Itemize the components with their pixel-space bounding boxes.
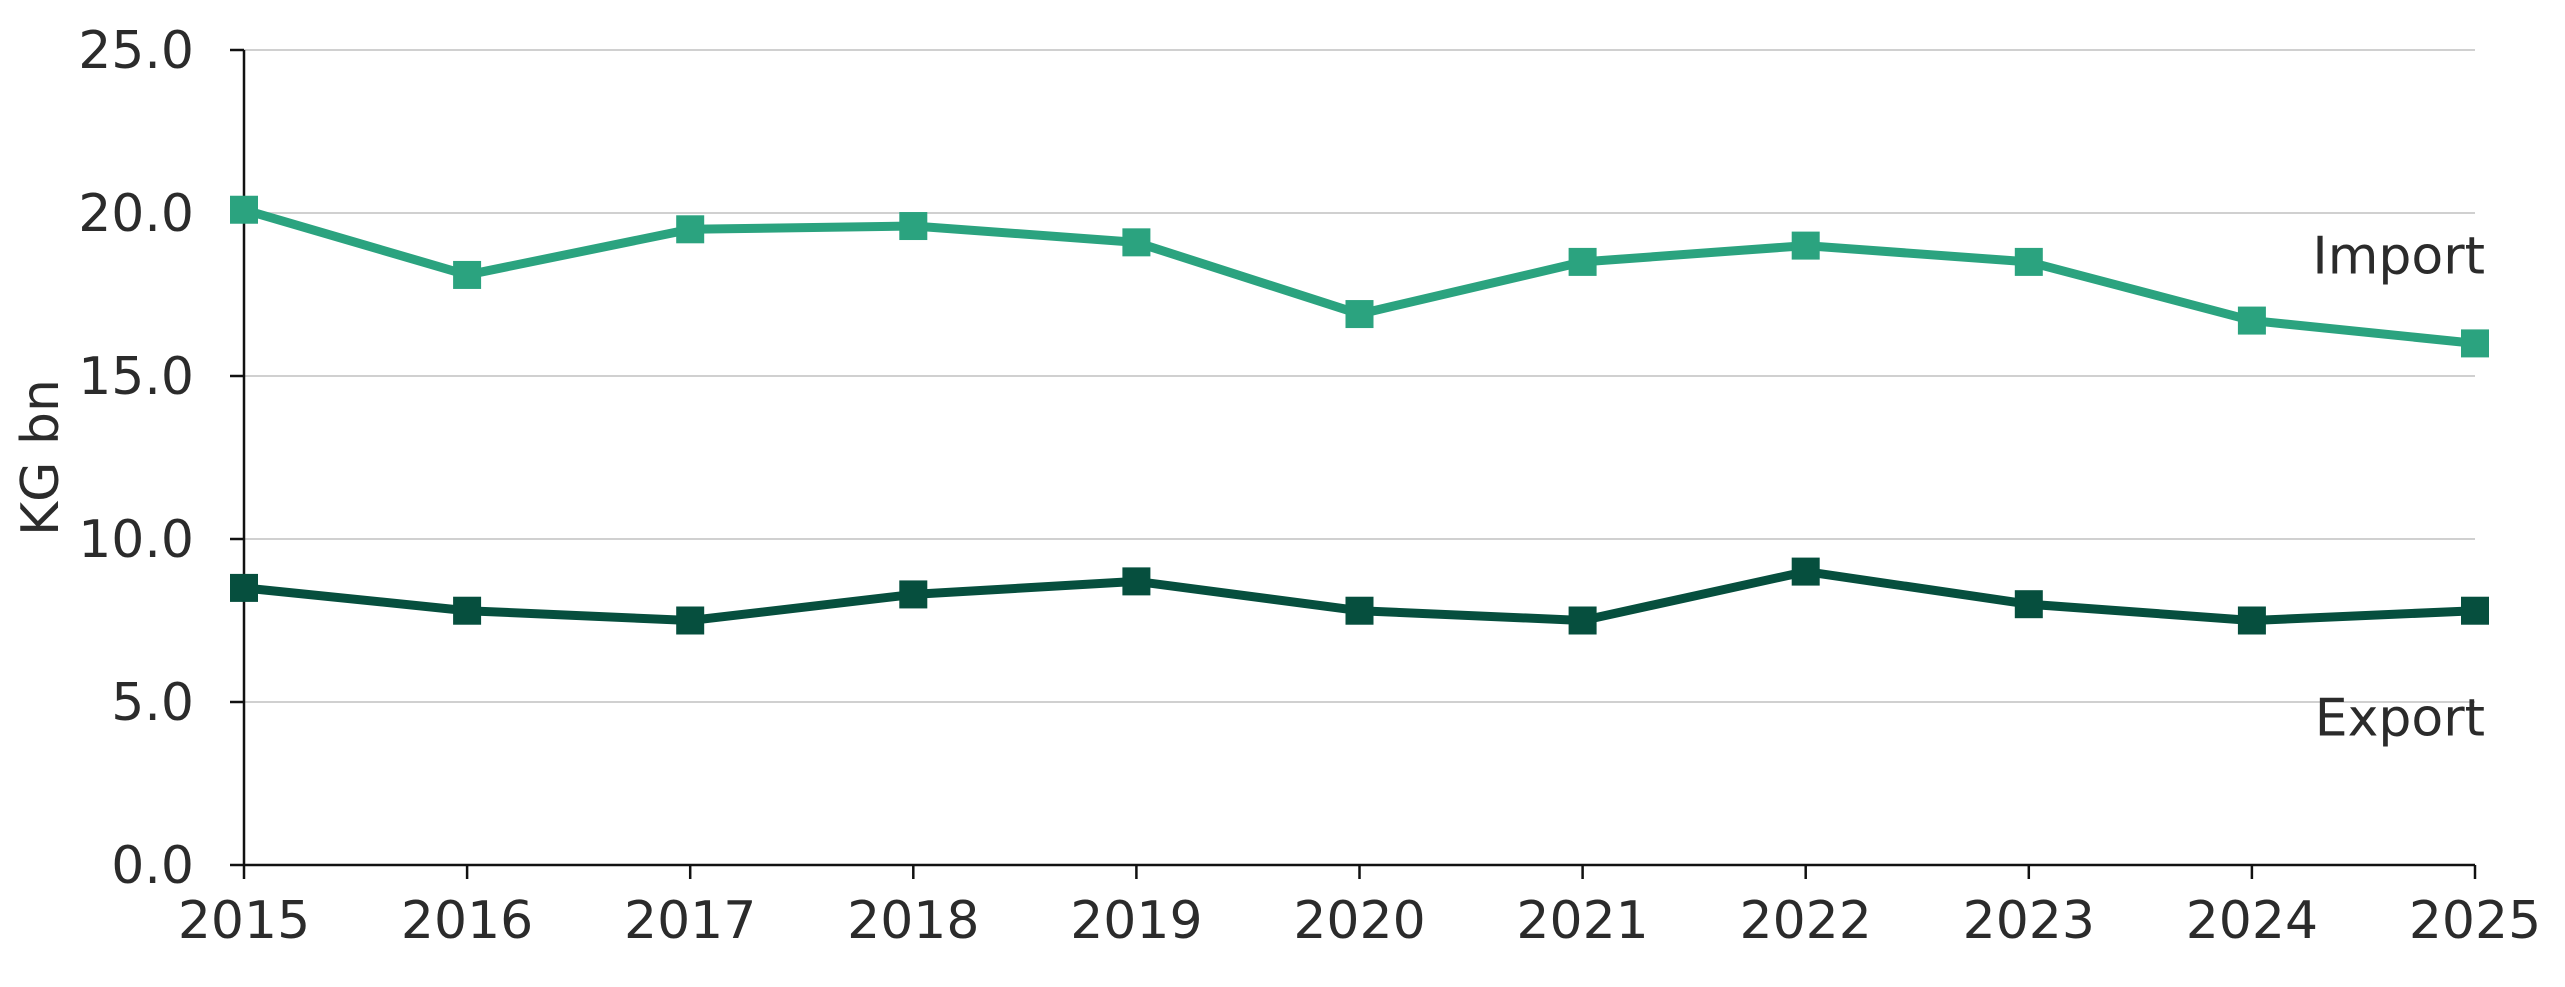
x-tick-label: 2019 — [1070, 891, 1202, 951]
series-import — [230, 195, 2489, 358]
data-point-marker — [2237, 306, 2266, 335]
data-point-marker — [899, 580, 928, 609]
x-tick-label: 2016 — [401, 891, 533, 951]
series-label: Export — [2315, 689, 2485, 749]
y-tick-label: 20.0 — [78, 184, 194, 244]
x-tick-label: 2018 — [847, 891, 979, 951]
y-tick-label: 25.0 — [78, 21, 194, 81]
x-tick-label: 2025 — [2409, 891, 2541, 951]
data-point-marker — [1345, 300, 1374, 329]
data-point-marker — [1122, 228, 1151, 257]
x-tick-label: 2015 — [178, 891, 310, 951]
series-labels: Import Export — [2312, 226, 2485, 748]
y-axis-title: KG bn — [11, 379, 71, 536]
x-tick-label: 2023 — [1963, 891, 2095, 951]
y-tick-label: 0.0 — [111, 836, 194, 896]
x-tick-label: 2022 — [1740, 891, 1872, 951]
x-tick-label: 2024 — [2186, 891, 2318, 951]
data-point-marker — [2014, 590, 2043, 619]
data-point-marker — [230, 573, 258, 602]
gridlines — [244, 49, 2475, 703]
data-point-marker — [676, 215, 705, 244]
data-point-marker — [676, 606, 705, 635]
y-tick-label: 5.0 — [111, 673, 194, 733]
data-point-marker — [1791, 557, 1820, 586]
axes — [230, 48, 2477, 879]
data-point-marker — [230, 195, 258, 224]
data-point-marker — [1568, 247, 1597, 276]
x-tick-label: 2020 — [1293, 891, 1425, 951]
data-point-marker — [2461, 329, 2489, 358]
data-point-marker — [2461, 596, 2489, 625]
series-export — [230, 557, 2489, 635]
data-point-marker — [1122, 567, 1151, 596]
data-point-marker — [899, 212, 928, 241]
y-tick-labels: 0.0 5.0 10.0 15.0 20.0 25.0 — [78, 21, 194, 896]
x-tick-label: 2021 — [1516, 891, 1648, 951]
data-point-marker — [2014, 247, 2043, 276]
x-tick-label: 2017 — [624, 891, 756, 951]
data-point-marker — [453, 260, 482, 289]
data-point-marker — [1568, 606, 1597, 635]
data-point-marker — [453, 596, 482, 625]
y-tick-label: 10.0 — [78, 510, 194, 570]
x-tick-labels: 2015 2016 2017 2018 2019 2020 2021 2022 2023 2024… — [178, 891, 2541, 951]
data-point-marker — [1791, 231, 1820, 260]
series — [230, 195, 2489, 635]
data-point-marker — [1345, 596, 1374, 625]
y-tick-label: 15.0 — [78, 347, 194, 407]
data-point-marker — [2237, 606, 2266, 635]
series-label: Import — [2312, 226, 2485, 286]
